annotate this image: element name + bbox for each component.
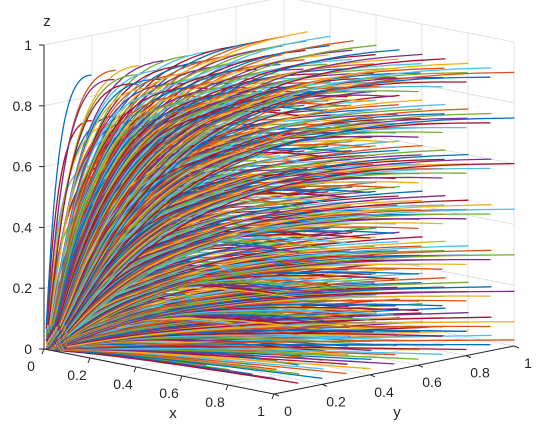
trajectory-curve	[66, 71, 515, 325]
x-tick	[133, 366, 137, 373]
trajectory-curve	[51, 95, 207, 326]
trajectory-curve	[65, 76, 491, 325]
trajectory-curve	[63, 85, 443, 326]
trajectory-curve	[47, 83, 138, 326]
x-tick	[179, 375, 183, 382]
trajectory-curve	[52, 99, 230, 327]
trajectory-curve	[63, 307, 446, 347]
trajectory-curve	[57, 106, 323, 327]
trajectory-curve	[53, 103, 253, 327]
y-axis-title: y	[393, 404, 401, 421]
trajectory-curve	[65, 258, 491, 342]
trajectory-curve	[63, 267, 443, 342]
x-tick-label: 0.4	[113, 376, 133, 392]
z-tick-label: 0.2	[13, 280, 33, 296]
x-tick	[271, 393, 275, 400]
trajectory-curve	[60, 274, 395, 343]
y-tick-label: 1	[524, 355, 532, 371]
x-tick	[41, 348, 45, 355]
x-axis-line	[43, 348, 275, 395]
z-axis-title: z	[43, 13, 51, 30]
x-tick-label: 0.2	[67, 367, 87, 383]
trajectory-curve	[66, 290, 515, 345]
grid-line-z	[43, 57, 285, 107]
x-tick-label: 1	[257, 403, 265, 419]
trajectory-curve	[60, 94, 395, 326]
z-tick-label: 0	[24, 341, 32, 357]
y-tick	[321, 383, 328, 387]
trajectory-curve	[63, 222, 443, 338]
trajectory-curve	[64, 81, 467, 326]
trajectory-curve	[54, 106, 276, 327]
trajectory-curve	[66, 117, 515, 329]
grid-line-z	[296, 0, 515, 43]
y-tick-label: 0.2	[326, 393, 346, 409]
trajectory-curve	[45, 74, 92, 325]
y-tick	[273, 393, 280, 397]
y-tick	[465, 355, 472, 359]
x-tick	[87, 357, 91, 364]
y-tick-label: 0.4	[374, 384, 394, 400]
trajectory-curve	[61, 271, 419, 343]
trajectory-curve	[50, 91, 184, 326]
x-tick-label: 0.8	[205, 394, 225, 410]
grid-line-z	[43, 0, 272, 46]
trajectory-curve	[65, 213, 491, 338]
trajectory-curve	[46, 78, 115, 326]
trajectory-curve	[59, 98, 371, 327]
trajectory-curve	[66, 321, 515, 348]
trajectory-curve	[55, 110, 299, 327]
trajectory-curve	[66, 339, 515, 349]
trajectory-curve	[61, 90, 419, 326]
z-tick-label: 1	[24, 37, 32, 53]
tick-labels: 0 0.2 0.4 0.6 0.8 1 0 0.2 0.4 0.6 0.8 1 0 0.2 0.4 0.6 0.…	[13, 37, 533, 419]
y-tick-label: 0.6	[422, 374, 442, 390]
x-tick-label: 0	[27, 358, 35, 374]
y-tick	[513, 345, 520, 349]
trajectory-curve	[64, 263, 467, 342]
z-tick-label: 0.8	[13, 98, 33, 114]
z-tick-label: 0.4	[13, 219, 33, 235]
x-tick-label: 0.6	[159, 385, 179, 401]
trajectory-curve	[66, 208, 515, 338]
trajectory-curve	[66, 254, 515, 342]
y-tick	[417, 364, 424, 368]
trajectory-curve	[64, 217, 467, 338]
x-axis-title: x	[169, 405, 177, 422]
axes	[39, 44, 520, 400]
trajectory-curves	[45, 31, 515, 384]
trajectory-curve	[49, 87, 161, 326]
x-tick	[225, 384, 229, 391]
trajectory-curve	[58, 102, 347, 327]
trajectory-curve	[66, 162, 515, 333]
y-axis-line	[273, 345, 515, 395]
z-tick-label: 0.6	[13, 159, 33, 175]
y-tick-label: 0.8	[470, 365, 490, 381]
y-tick-label: 0	[284, 403, 292, 419]
y-tick	[369, 374, 376, 378]
